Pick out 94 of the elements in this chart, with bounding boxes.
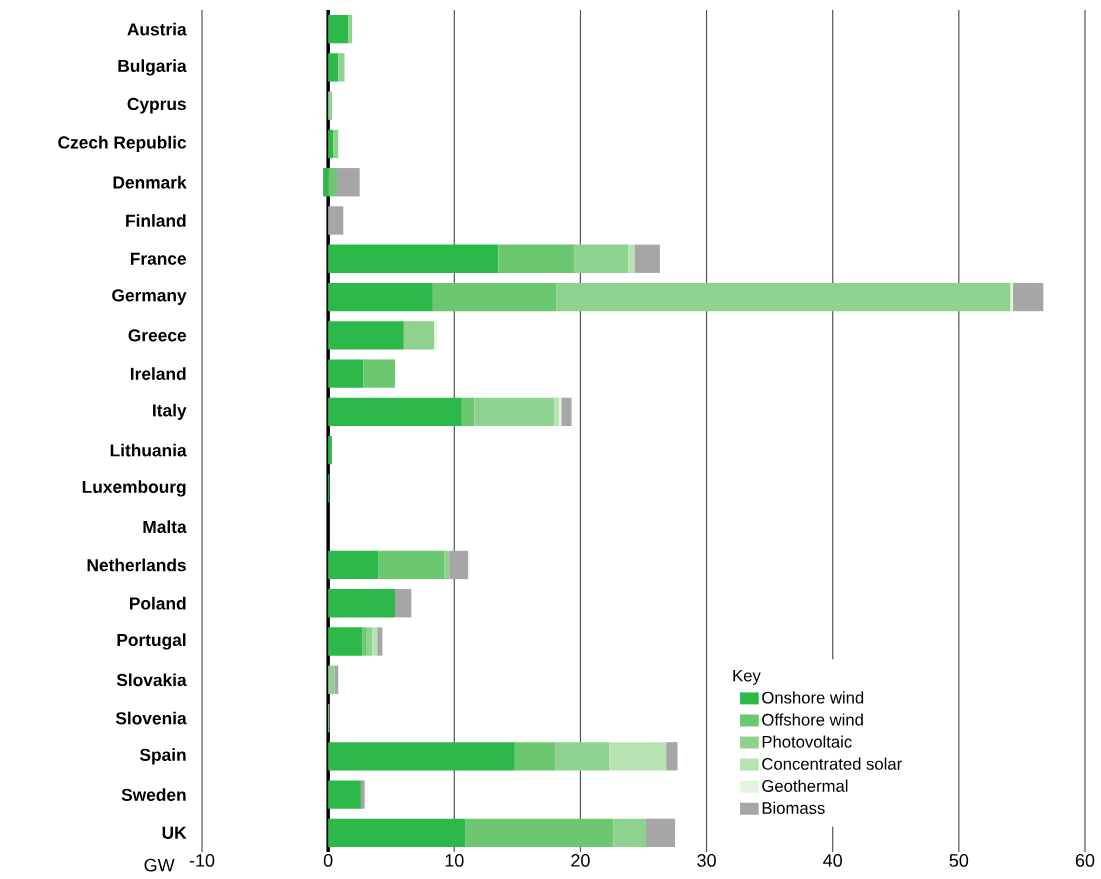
x-tick-label: 30 bbox=[697, 854, 716, 867]
bar bbox=[574, 244, 629, 273]
bar bbox=[328, 129, 334, 159]
legend-label: Onshore wind bbox=[762, 691, 864, 704]
bar bbox=[328, 53, 339, 82]
bar bbox=[646, 818, 676, 848]
legend-label: Geothermal bbox=[762, 779, 848, 792]
bar bbox=[328, 359, 364, 388]
bar bbox=[514, 742, 556, 771]
bar bbox=[328, 818, 466, 848]
y-tick-label: Italy bbox=[153, 403, 187, 420]
y-tick-label: Malta bbox=[143, 520, 187, 534]
bar bbox=[377, 627, 383, 656]
bar bbox=[328, 91, 332, 120]
x-tick-label: 60 bbox=[1075, 854, 1095, 867]
y-tick-label: Spain bbox=[139, 748, 186, 765]
y-tick-label: Luxembourg bbox=[82, 480, 186, 497]
bar bbox=[609, 742, 667, 771]
bar bbox=[334, 665, 339, 694]
legend-label: Biomass bbox=[762, 801, 825, 814]
bar bbox=[333, 129, 339, 159]
y-tick-label: Lithuania bbox=[110, 443, 187, 457]
bar bbox=[328, 282, 433, 312]
y-tick-label: Sweden bbox=[121, 788, 186, 801]
y-tick-label: Greece bbox=[128, 329, 187, 342]
bar bbox=[498, 244, 575, 273]
bar bbox=[328, 550, 379, 580]
bar bbox=[634, 244, 660, 273]
x-tick-label: 50 bbox=[949, 854, 969, 867]
bar bbox=[378, 550, 445, 580]
bar bbox=[449, 550, 469, 580]
bar bbox=[328, 780, 361, 809]
bar bbox=[360, 780, 365, 809]
y-tick-label: Ireland bbox=[130, 367, 186, 380]
y-tick-label: Denmark bbox=[113, 175, 187, 189]
bar bbox=[328, 435, 332, 465]
bar bbox=[365, 627, 373, 656]
bar bbox=[465, 818, 614, 848]
bar bbox=[328, 244, 499, 273]
bar bbox=[432, 282, 557, 312]
legend-title: Key bbox=[733, 669, 761, 685]
bar bbox=[372, 627, 378, 656]
bar bbox=[348, 14, 353, 44]
bar bbox=[474, 397, 554, 427]
y-tick-label: Poland bbox=[130, 596, 186, 610]
y-tick-label: Portugal bbox=[117, 633, 186, 650]
bar bbox=[434, 321, 437, 350]
x-tick-label: 20 bbox=[571, 854, 590, 867]
legend-label: Offshore wind bbox=[762, 713, 863, 726]
bar bbox=[553, 397, 559, 427]
bar bbox=[444, 550, 450, 580]
bar bbox=[558, 397, 562, 427]
y-tick-label: Austria bbox=[127, 22, 187, 36]
bar bbox=[556, 282, 1011, 312]
bar bbox=[328, 321, 404, 350]
y-tick-label: Germany bbox=[112, 289, 187, 305]
bar bbox=[328, 627, 363, 656]
bar bbox=[328, 206, 344, 235]
x-tick-label: -10 bbox=[189, 854, 215, 867]
legend-label: Photovoltaic bbox=[762, 735, 852, 748]
y-tick-label: France bbox=[130, 252, 187, 265]
x-axis-title: GW bbox=[144, 858, 175, 872]
bar bbox=[328, 168, 337, 197]
y-tick-label: Slovenia bbox=[115, 711, 187, 725]
y-tick-label: UK bbox=[162, 826, 187, 839]
x-tick-label: 0 bbox=[323, 854, 333, 867]
bar bbox=[1013, 282, 1044, 312]
bar bbox=[323, 168, 329, 197]
y-tick-label: Cyprus bbox=[127, 97, 186, 114]
y-tick-label: Netherlands bbox=[87, 558, 186, 572]
legend-label: Concentrated solar bbox=[762, 757, 902, 770]
bar bbox=[336, 168, 360, 197]
bar bbox=[328, 589, 395, 618]
y-tick-label: Finland bbox=[126, 214, 186, 227]
bar bbox=[613, 818, 647, 848]
bar bbox=[338, 53, 345, 82]
x-tick-label: 10 bbox=[445, 854, 464, 867]
y-tick-label: Bulgaria bbox=[118, 59, 187, 76]
y-tick-label: Slovakia bbox=[116, 673, 187, 687]
bar bbox=[628, 244, 635, 273]
x-tick-label: 40 bbox=[823, 854, 843, 867]
bar bbox=[555, 742, 610, 771]
bar bbox=[328, 397, 462, 427]
bar bbox=[328, 14, 349, 44]
bar bbox=[461, 397, 475, 427]
bar bbox=[666, 742, 678, 771]
bar bbox=[395, 589, 412, 618]
bar bbox=[561, 397, 572, 427]
bar bbox=[403, 321, 435, 350]
y-tick-label: Czech Republic bbox=[58, 135, 187, 153]
bar bbox=[328, 742, 515, 771]
bar bbox=[363, 359, 395, 388]
bar bbox=[362, 627, 366, 656]
bar bbox=[328, 665, 335, 694]
